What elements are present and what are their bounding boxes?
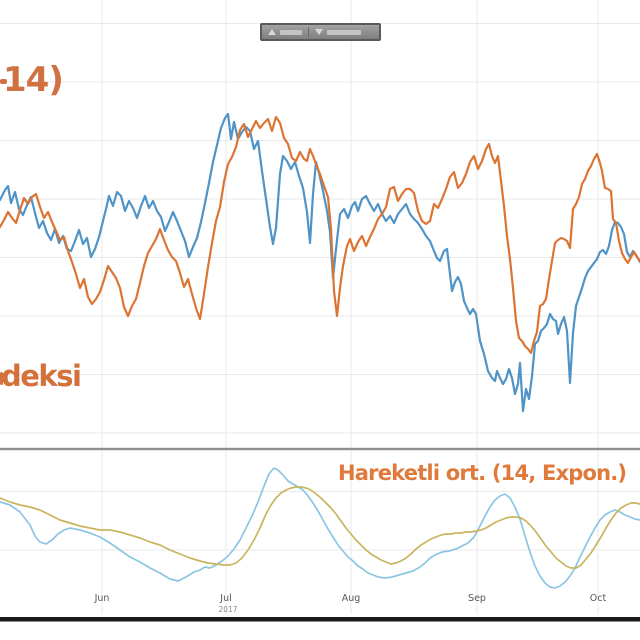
axis-tick-aug[interactable]: Aug [342, 593, 361, 604]
toolbar-separator [308, 27, 309, 37]
toolbar-label-placeholder [280, 29, 302, 35]
pane-toolbar[interactable] [260, 23, 381, 41]
chevron-up-icon [268, 29, 276, 35]
toolbar-button-up[interactable] [268, 25, 302, 39]
indicator-period-label: 14) [3, 60, 64, 100]
axis-tick-oct[interactable]: Oct [590, 593, 607, 604]
cut-text-fragment [0, 372, 3, 385]
chevron-down-icon [315, 29, 323, 35]
axis-tick-sep[interactable]: Sep [468, 593, 486, 604]
series-blue-line [0, 112, 640, 413]
cut-text-fragment [0, 79, 7, 84]
index-series-label: deksi [1, 359, 82, 393]
series-ma-slow-olive [0, 486, 640, 569]
toolbar-label-placeholder [327, 29, 361, 35]
moving-average-label: Hareketli ort. (14, Expon.) [338, 461, 627, 485]
time-axis-line [0, 617, 640, 622]
toolbar-button-down[interactable] [315, 25, 361, 39]
axis-tick-jul[interactable]: Jul [219, 593, 231, 604]
axis-tick-jun[interactable]: Jun [94, 593, 110, 604]
series-ma-fast-lightblue [0, 467, 640, 589]
axis-year-label: 2017 [218, 605, 237, 614]
pane-divider[interactable] [0, 447, 640, 451]
series-orange-line-endeksi [0, 115, 640, 355]
